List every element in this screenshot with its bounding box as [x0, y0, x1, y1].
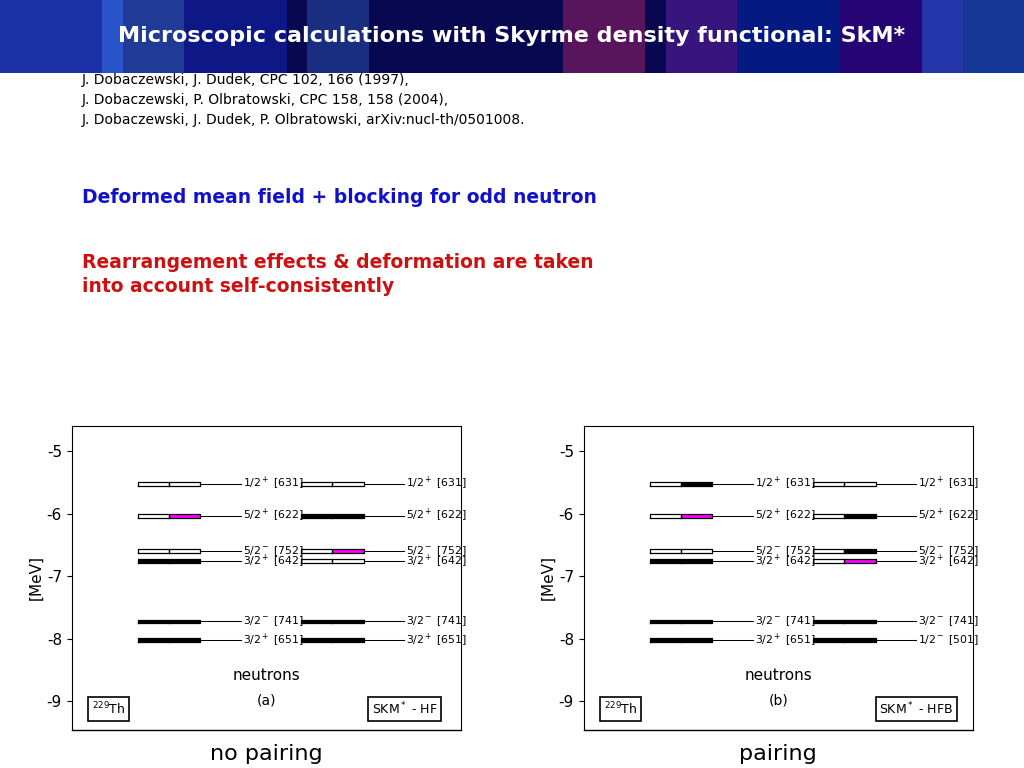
Bar: [307, 0, 369, 73]
Text: 5/2$^-$ [752]: 5/2$^-$ [752]: [407, 545, 467, 558]
Text: $^{229}$Th: $^{229}$Th: [92, 700, 125, 717]
Bar: [840, 0, 963, 73]
Text: 3/2$^-$ [741]: 3/2$^-$ [741]: [919, 614, 979, 628]
Text: $^{229}$Th: $^{229}$Th: [604, 700, 637, 717]
Text: Deformed mean field + blocking for odd neutron: Deformed mean field + blocking for odd n…: [82, 188, 597, 207]
Bar: [922, 0, 1024, 73]
Text: 5/2$^+$ [622]: 5/2$^+$ [622]: [407, 507, 467, 525]
Text: SKM$^*$ - HF: SKM$^*$ - HF: [372, 700, 437, 717]
Bar: [737, 0, 840, 73]
Text: 3/2$^+$ [651]: 3/2$^+$ [651]: [243, 631, 304, 649]
Text: (b): (b): [768, 694, 788, 707]
Bar: [102, 0, 184, 73]
Text: Rearrangement effects & deformation are taken
into account self-consistently: Rearrangement effects & deformation are …: [82, 253, 594, 296]
Text: 1/2$^+$ [631]: 1/2$^+$ [631]: [407, 475, 467, 492]
Text: 3/2$^-$ [741]: 3/2$^-$ [741]: [755, 614, 816, 628]
Text: 3/2$^+$ [642]: 3/2$^+$ [642]: [407, 553, 467, 570]
Text: 3/2$^+$ [642]: 3/2$^+$ [642]: [919, 553, 979, 570]
Text: 5/2$^-$ [752]: 5/2$^-$ [752]: [243, 545, 304, 558]
Text: 3/2$^+$ [642]: 3/2$^+$ [642]: [755, 553, 816, 570]
Text: 1/2$^+$ [631]: 1/2$^+$ [631]: [243, 475, 304, 492]
Bar: [666, 0, 737, 73]
Text: 3/2$^-$ [741]: 3/2$^-$ [741]: [407, 614, 467, 628]
Text: 3/2$^+$ [651]: 3/2$^+$ [651]: [407, 631, 467, 649]
Text: SKM$^*$ - HFB: SKM$^*$ - HFB: [880, 700, 953, 717]
Text: Microscopic calculations with Skyrme density functional: SkM*: Microscopic calculations with Skyrme den…: [119, 26, 905, 47]
Text: no pairing: no pairing: [210, 744, 323, 764]
Text: (a): (a): [256, 694, 276, 707]
Text: pairing: pairing: [739, 744, 817, 764]
Text: 1/2$^+$ [631]: 1/2$^+$ [631]: [755, 475, 816, 492]
Bar: [184, 0, 287, 73]
Text: 5/2$^-$ [752]: 5/2$^-$ [752]: [755, 545, 816, 558]
Text: 5/2$^+$ [622]: 5/2$^+$ [622]: [755, 507, 816, 525]
Text: 5/2$^+$ [622]: 5/2$^+$ [622]: [243, 507, 304, 525]
Text: 3/2$^+$ [651]: 3/2$^+$ [651]: [755, 631, 816, 649]
Y-axis label: [MeV]: [MeV]: [541, 555, 556, 601]
Text: 3/2$^+$ [642]: 3/2$^+$ [642]: [243, 553, 304, 570]
Text: J. Dobaczewski, J. Dudek, CPC 102, 166 (1997),
J. Dobaczewski, P. Olbratowski, C: J. Dobaczewski, J. Dudek, CPC 102, 166 (…: [82, 73, 525, 127]
Text: 1/2$^-$ [501]: 1/2$^-$ [501]: [919, 634, 979, 647]
Bar: [0, 0, 123, 73]
Text: 1/2$^+$ [631]: 1/2$^+$ [631]: [919, 475, 979, 492]
Text: 3/2$^-$ [741]: 3/2$^-$ [741]: [243, 614, 304, 628]
Text: 5/2$^+$ [622]: 5/2$^+$ [622]: [919, 507, 979, 525]
Bar: [563, 0, 645, 73]
Y-axis label: [MeV]: [MeV]: [29, 555, 44, 601]
Text: 5/2$^-$ [752]: 5/2$^-$ [752]: [919, 545, 979, 558]
Text: neutrons: neutrons: [744, 667, 812, 683]
Text: neutrons: neutrons: [232, 667, 300, 683]
